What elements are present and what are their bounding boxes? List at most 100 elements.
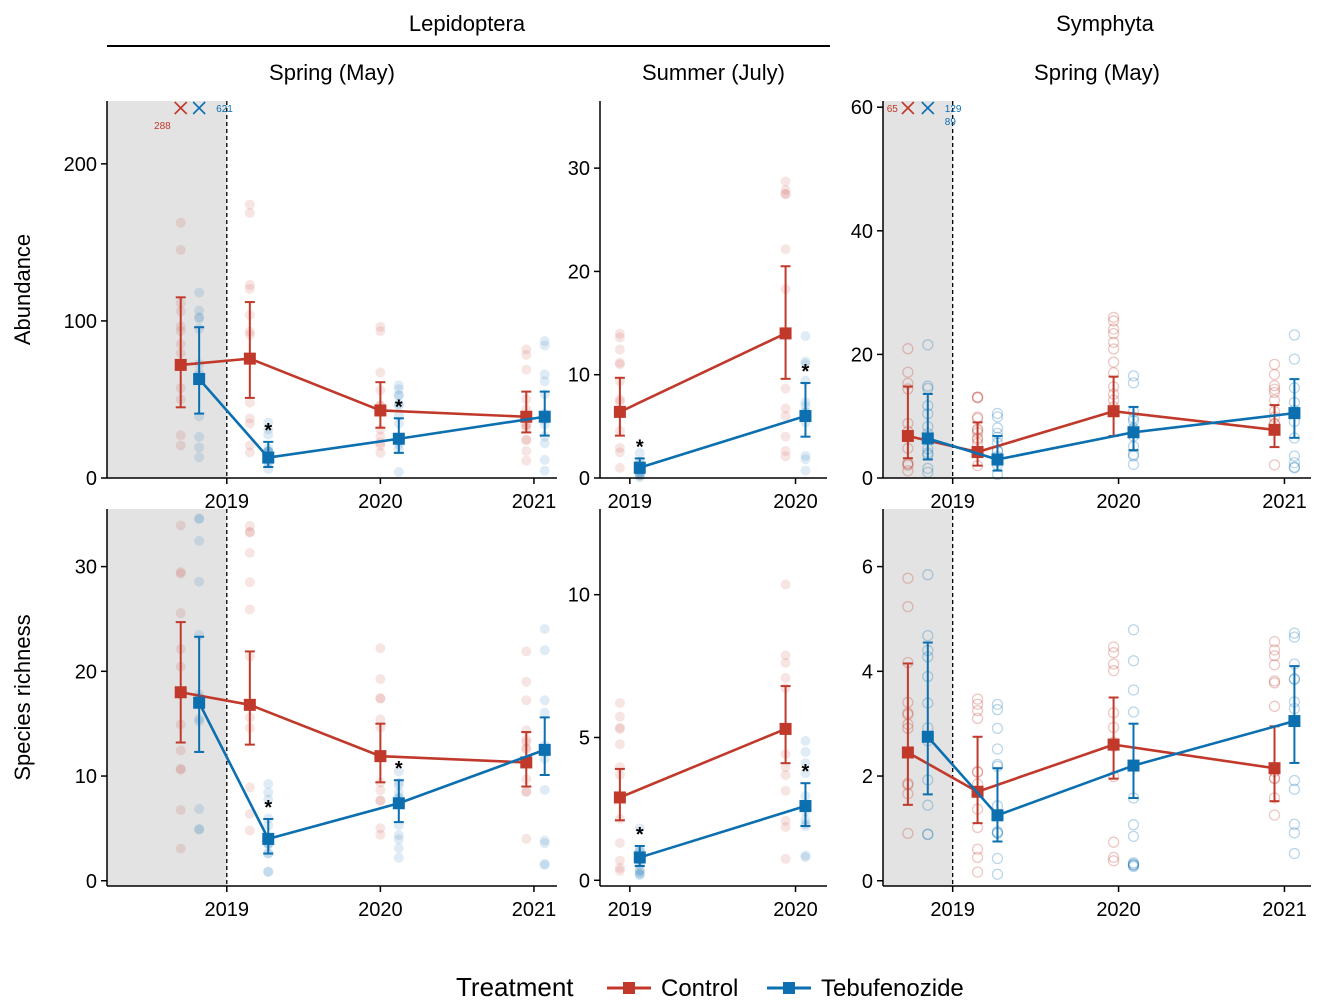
raw-point [1288,827,1301,839]
data-point-control [243,352,256,365]
raw-point [539,465,550,476]
raw-point [614,697,625,708]
raw-point [194,535,205,546]
raw-point [780,184,791,195]
data-point-control [1107,738,1120,751]
raw-point [393,390,404,401]
raw-point [244,283,255,294]
raw-point [393,852,404,863]
raw-point [902,459,914,471]
raw-point [922,462,934,475]
raw-point [634,448,645,459]
raw-point [780,383,791,394]
raw-point [800,850,811,861]
raw-point [800,758,811,769]
raw-point [1268,368,1281,381]
raw-point [780,762,791,773]
panel-title: Summer (July) [642,60,785,85]
raw-point [521,676,532,687]
raw-point [393,384,404,395]
raw-point [971,843,984,855]
raw-point [375,714,386,725]
raw-point [971,392,984,404]
raw-point [194,442,205,453]
y-tick-label: 5 [579,727,590,749]
raw-point [244,808,255,819]
raw-point [194,452,205,463]
data-point-control [901,429,914,442]
data-point-control [174,358,187,371]
y-tick-label: 200 [64,154,97,176]
raw-point [922,569,934,581]
raw-point [1268,383,1281,395]
significance-star: * [636,436,644,458]
raw-point [971,866,984,878]
panel-title: Spring (May) [1034,60,1160,85]
y-axis-label: Species richness [10,614,35,780]
raw-point [1268,380,1281,392]
raw-point [971,391,984,403]
raw-point [991,698,1004,711]
raw-point [194,287,205,298]
panel-3: 0 20 40 60 2019 2020 2021 Spring (May) 65 129 89 [851,60,1311,513]
raw-point [780,672,791,683]
raw-point [780,410,791,421]
raw-point [244,207,255,218]
legend-title: Treatment [456,972,574,1002]
raw-point [244,521,255,532]
data-point-control [1107,405,1120,418]
data-point-control [374,750,387,763]
significance-star: * [264,797,272,819]
raw-point [375,643,386,654]
series-line-tebufenozide [198,378,545,459]
raw-point [539,835,550,846]
raw-point [1127,830,1140,843]
pre-treatment-shade [107,101,227,478]
raw-point [1127,859,1140,871]
raw-point [780,579,791,590]
raw-point [521,833,532,844]
raw-point [1268,809,1281,821]
raw-point [375,693,386,704]
raw-point [521,786,532,797]
legend-tebufenozide-label: Tebufenozide [821,975,964,1002]
significance-star: * [264,420,272,442]
series-line-tebufenozide [639,414,806,469]
legend-control-label: Control [661,975,738,1002]
raw-point [375,321,386,332]
raw-point [244,279,255,290]
data-point-tebufenozide [1288,715,1301,728]
raw-point [1288,353,1301,365]
data-point-tebufenozide [921,432,934,445]
y-tick-label: 0 [862,871,873,893]
raw-point [539,336,550,347]
raw-point [375,795,386,806]
raw-point [521,435,532,446]
data-point-control [174,686,187,699]
outlier-marker [921,101,935,115]
raw-point [1127,857,1140,869]
raw-point [393,467,404,478]
raw-point [263,866,274,877]
raw-point [800,736,811,747]
raw-point [991,703,1004,716]
raw-point [1127,706,1140,718]
raw-point [175,763,186,774]
raw-point [800,331,811,342]
raw-point [1268,644,1281,656]
header-symphyta: Symphyta [1056,11,1155,36]
raw-point [800,454,811,465]
raw-point [634,472,645,483]
raw-point [922,799,934,811]
raw-point [194,305,205,316]
data-point-tebufenozide [392,432,405,445]
raw-point [175,520,186,531]
y-tick-label: 10 [568,585,590,607]
x-tick-label: 2019 [930,491,975,513]
raw-point [800,359,811,370]
raw-point [263,787,274,798]
raw-point [263,417,274,428]
raw-point [1288,818,1301,830]
raw-point [780,176,791,187]
